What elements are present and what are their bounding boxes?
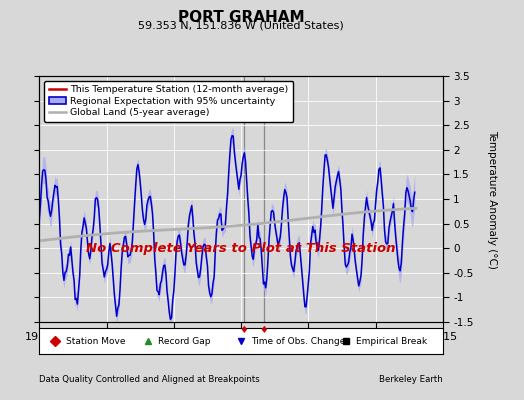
Text: Data Quality Controlled and Aligned at Breakpoints: Data Quality Controlled and Aligned at B…: [39, 375, 260, 384]
Text: Station Move: Station Move: [66, 336, 125, 346]
Text: ♦: ♦: [239, 325, 248, 335]
Text: 59.353 N, 151.836 W (United States): 59.353 N, 151.836 W (United States): [138, 21, 344, 31]
Text: Record Gap: Record Gap: [158, 336, 211, 346]
Text: Empirical Break: Empirical Break: [356, 336, 427, 346]
Text: PORT GRAHAM: PORT GRAHAM: [178, 10, 304, 25]
Text: Time of Obs. Change: Time of Obs. Change: [251, 336, 345, 346]
Text: ♦: ♦: [259, 325, 268, 335]
Text: No Complete Years to Plot at This Station: No Complete Years to Plot at This Statio…: [86, 242, 396, 255]
Text: Berkeley Earth: Berkeley Earth: [379, 375, 443, 384]
Legend: This Temperature Station (12-month average), Regional Expectation with 95% uncer: This Temperature Station (12-month avera…: [44, 81, 293, 122]
Y-axis label: Temperature Anomaly (°C): Temperature Anomaly (°C): [487, 130, 497, 268]
